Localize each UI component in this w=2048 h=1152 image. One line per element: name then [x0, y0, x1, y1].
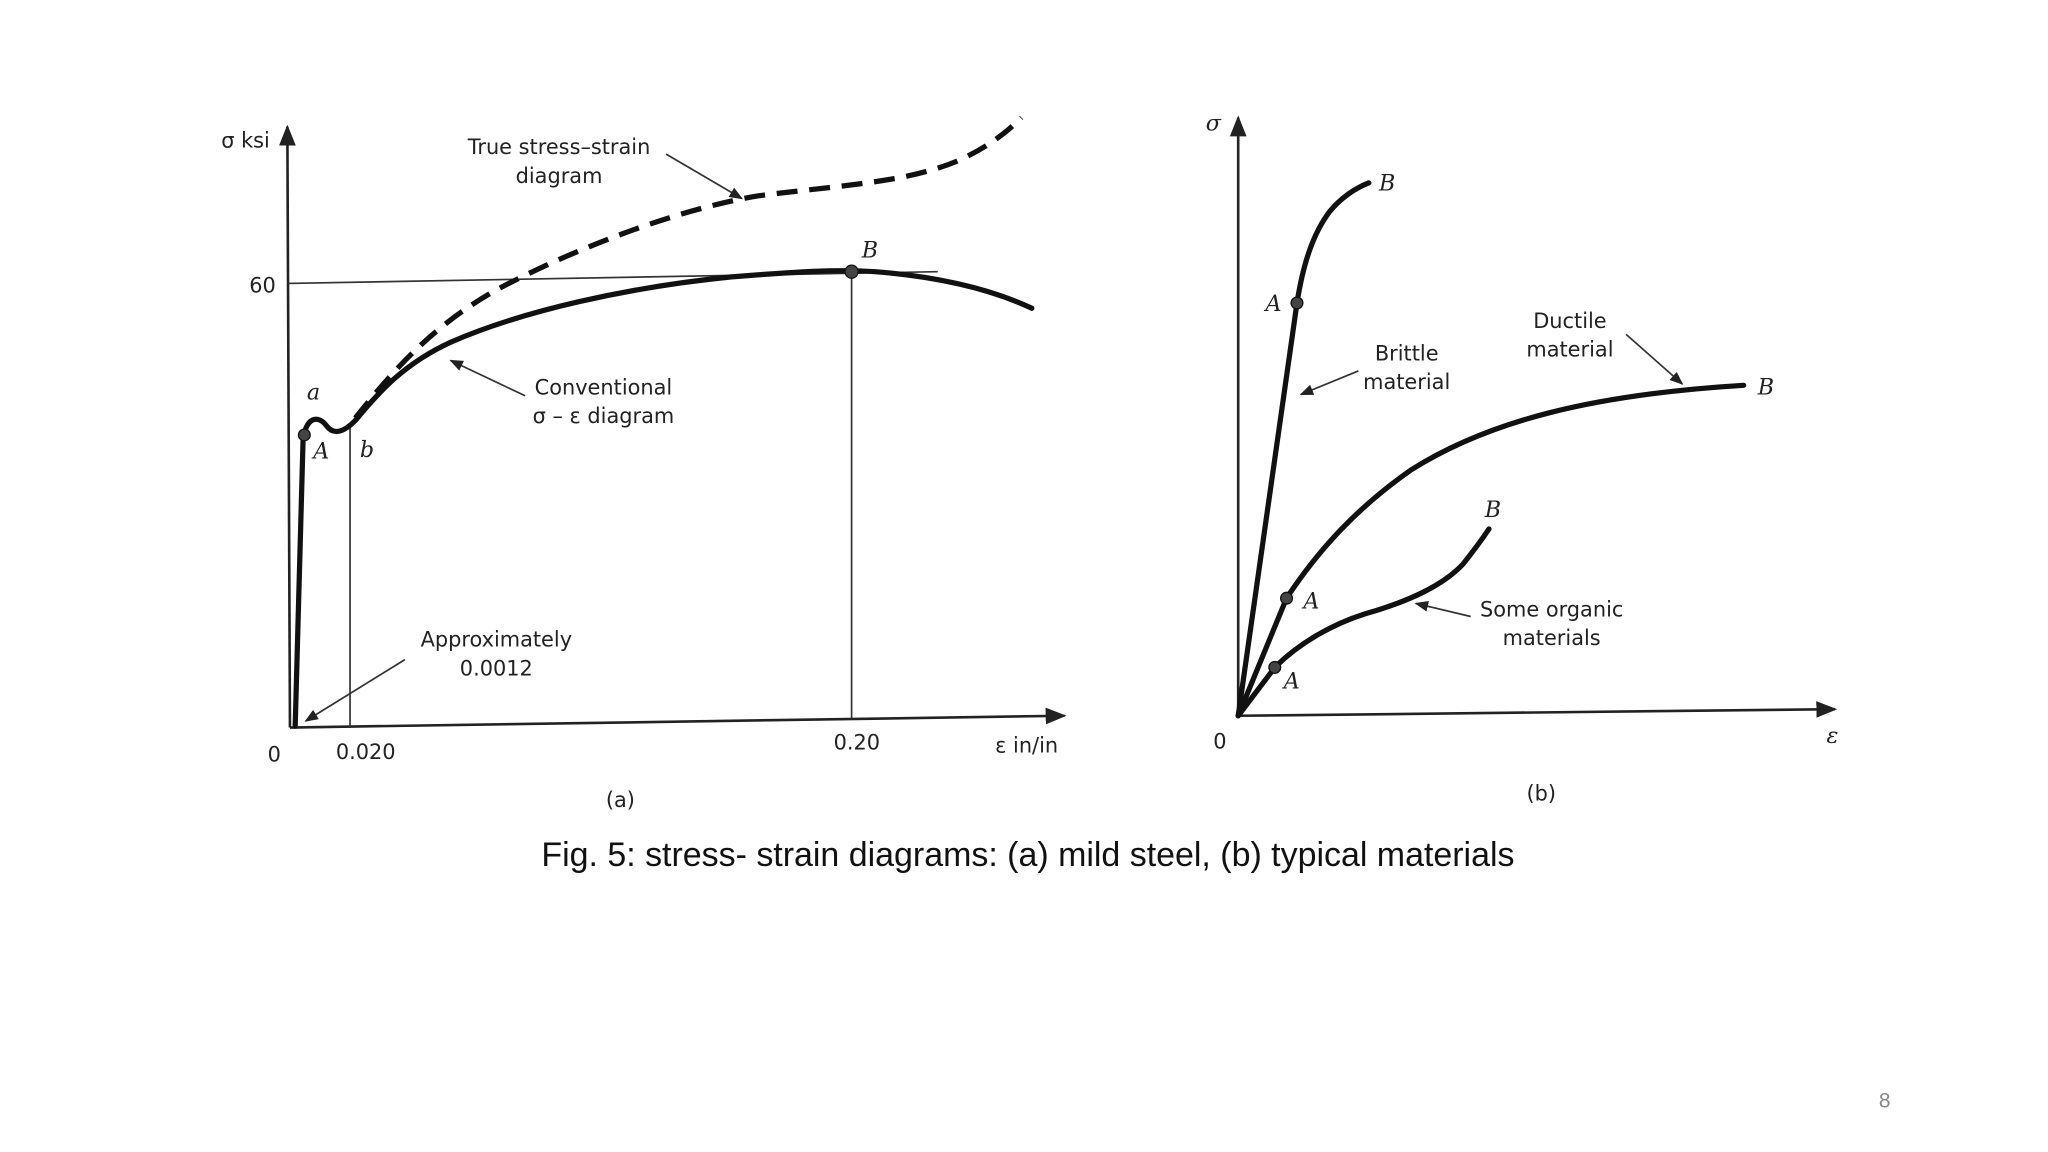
- arrow: [449, 359, 526, 397]
- figure-caption: Fig. 5: stress- strain diagrams: (a) mil…: [541, 836, 1514, 874]
- point-label: A: [1301, 589, 1319, 615]
- arrow: [1299, 370, 1359, 396]
- tick-label: 60: [249, 274, 276, 298]
- page-number: 8: [1879, 1090, 1891, 1113]
- tick-label: 0: [268, 742, 281, 766]
- point-label: B: [1757, 374, 1774, 400]
- annotation: Some organic: [1480, 597, 1623, 621]
- point-a: [1279, 591, 1294, 605]
- point-label: B: [1378, 171, 1395, 197]
- tick-label: 0.020: [336, 740, 396, 764]
- point-label: B: [1484, 497, 1501, 523]
- brittle-curve: [1235, 180, 1372, 719]
- point-label: A: [1263, 291, 1281, 317]
- point-a: [1268, 660, 1282, 674]
- point-label: A: [1282, 668, 1300, 694]
- point-a: [1290, 296, 1304, 310]
- annotation: material: [1363, 370, 1450, 394]
- annotation: Conventional: [535, 375, 673, 399]
- arrow: [1414, 600, 1471, 618]
- subfigure-caption: (b): [1526, 782, 1556, 806]
- annotation: Brittle: [1375, 341, 1439, 365]
- axis-label: σ ksi: [221, 129, 270, 153]
- annotation: materials: [1503, 626, 1601, 650]
- figure-b: σ ε 0 A A A B B B Brittle material Ducti…: [1206, 111, 1839, 806]
- x-axis: [289, 707, 1067, 729]
- axis-label: σ: [1206, 111, 1222, 137]
- axis-label: ε: [1827, 723, 1839, 749]
- point-a: [297, 428, 311, 442]
- annotation: True stress–strain: [467, 135, 651, 159]
- true-curve: [353, 115, 1024, 420]
- arrow: [665, 153, 744, 200]
- organic-curve: [1235, 526, 1492, 719]
- annotation: Ductile: [1533, 309, 1606, 333]
- point-label: b: [360, 437, 374, 463]
- point-label: a: [307, 380, 320, 406]
- conventional-curve: [292, 268, 1035, 729]
- guide-line: [287, 270, 938, 285]
- point-b: [844, 264, 859, 279]
- annotation: material: [1526, 338, 1613, 362]
- ductile-curve: [1235, 382, 1747, 719]
- point-label: A: [311, 438, 329, 464]
- x-axis: [1238, 701, 1838, 718]
- figure-a: σ ksi ε in/in 60 0 0.020 0.20 a A b B Tr…: [221, 115, 1067, 812]
- axis-label: ε in/in: [995, 733, 1058, 757]
- annotation: σ – ε diagram: [533, 404, 675, 428]
- tick-label: 0.20: [834, 731, 880, 755]
- annotation: 0.0012: [460, 656, 533, 680]
- tick-label: 0: [1213, 729, 1226, 753]
- annotation: diagram: [516, 164, 603, 188]
- point-label: B: [861, 237, 878, 263]
- annotation: Approximately: [421, 628, 573, 652]
- arrow: [304, 658, 406, 722]
- arrow: [1625, 333, 1684, 385]
- subfigure-caption: (a): [606, 788, 635, 812]
- y-axis: [279, 124, 296, 728]
